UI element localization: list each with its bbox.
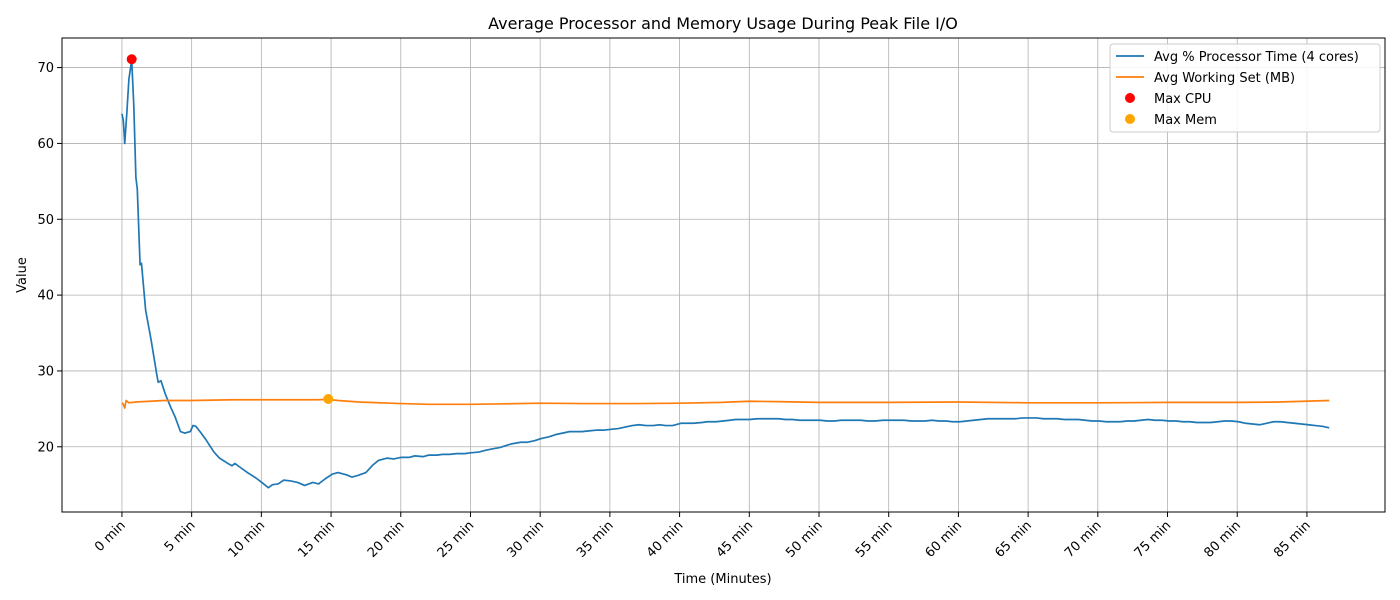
legend: Avg % Processor Time (4 cores) Avg Worki… bbox=[1109, 43, 1381, 133]
y-tick-label: 30 bbox=[37, 364, 54, 379]
y-tick-label: 60 bbox=[37, 137, 54, 152]
series-line-cpu bbox=[121, 59, 1330, 489]
y-tick-label: 70 bbox=[37, 61, 54, 76]
marker-max-mem bbox=[323, 393, 334, 404]
legend-label-max-mem: Max Mem bbox=[1154, 113, 1217, 128]
y-tick-label: 20 bbox=[37, 440, 54, 455]
plot-lines bbox=[121, 59, 1330, 489]
y-axis-label: Value bbox=[15, 257, 30, 293]
x-axis-label: Time (Minutes) bbox=[673, 572, 771, 587]
plot-markers bbox=[126, 54, 334, 404]
legend-marker-max-cpu bbox=[1125, 93, 1135, 103]
marker-max-cpu bbox=[126, 54, 137, 65]
legend-label-mem: Avg Working Set (MB) bbox=[1154, 71, 1295, 86]
legend-box bbox=[1109, 43, 1381, 133]
legend-label-max-cpu: Max CPU bbox=[1154, 92, 1211, 107]
legend-label-cpu: Avg % Processor Time (4 cores) bbox=[1154, 50, 1359, 65]
legend-marker-max-mem bbox=[1125, 114, 1135, 124]
chart-title: Average Processor and Memory Usage Durin… bbox=[488, 14, 958, 33]
y-axis: 20 30 40 50 60 70 bbox=[37, 61, 62, 455]
series-line-memory bbox=[121, 398, 1330, 409]
y-tick-label: 50 bbox=[37, 213, 54, 228]
y-tick-label: 40 bbox=[37, 289, 54, 304]
plot-frame bbox=[61, 37, 1386, 513]
grid bbox=[62, 38, 1385, 512]
